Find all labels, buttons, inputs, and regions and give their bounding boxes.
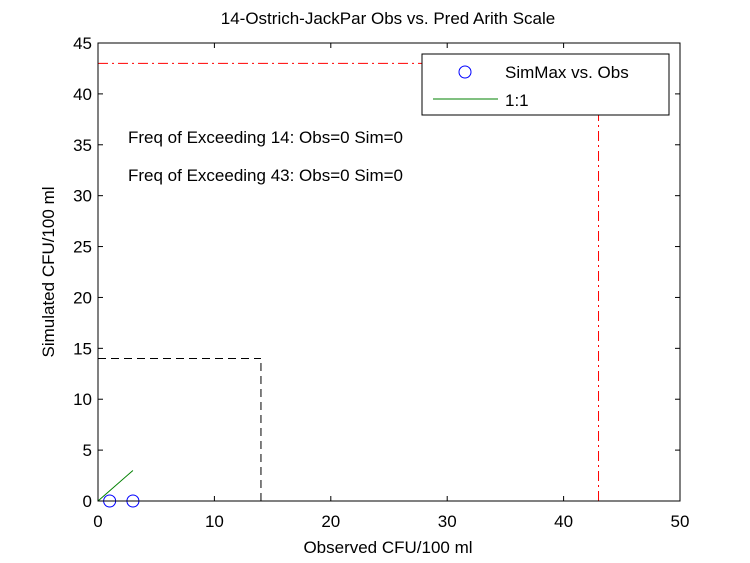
- annotation-exceed-43: Freq of Exceeding 43: Obs=0 Sim=0: [128, 166, 403, 185]
- x-tick-label: 30: [438, 512, 457, 531]
- legend: SimMax vs. Obs 1:1: [421, 53, 670, 116]
- y-tick-label: 35: [73, 136, 92, 155]
- y-tick-label: 5: [83, 441, 92, 460]
- x-tick-label: 20: [321, 512, 340, 531]
- y-tick-label: 40: [73, 85, 92, 104]
- y-tick-label: 45: [73, 34, 92, 53]
- threshold-lines: [98, 62, 600, 501]
- x-tick-label: 40: [554, 512, 573, 531]
- plot-area: [98, 43, 680, 501]
- y-tick-label: 0: [83, 492, 92, 511]
- chart-title: 14-Ostrich-JackPar Obs vs. Pred Arith Sc…: [221, 9, 555, 28]
- legend-label-one-to-one: 1:1: [505, 91, 529, 110]
- legend-marker-simmax: [458, 65, 472, 79]
- x-axis-label: Observed CFU/100 ml: [303, 538, 472, 557]
- legend-box: [421, 53, 670, 116]
- y-tick-label: 15: [73, 339, 92, 358]
- x-axis-ticks: 0 10 20 30 40 50: [93, 43, 689, 531]
- y-tick-label: 20: [73, 288, 92, 307]
- plot-background: [98, 43, 680, 501]
- x-tick-label: 50: [671, 512, 690, 531]
- y-tick-label: 25: [73, 238, 92, 257]
- x-tick-label: 0: [93, 512, 102, 531]
- plot-frame: [97, 42, 681, 502]
- y-axis-label: Simulated CFU/100 ml: [39, 186, 58, 357]
- y-tick-label: 10: [73, 390, 92, 409]
- legend-label-simmax: SimMax vs. Obs: [505, 63, 629, 82]
- x-tick-label: 10: [205, 512, 224, 531]
- one-to-one-line: [97, 470, 134, 502]
- y-axis-ticks: 0 5 10 15 20 25 30 35 40 45: [73, 34, 680, 511]
- annotation-exceed-14: Freq of Exceeding 14: Obs=0 Sim=0: [128, 128, 403, 147]
- y-tick-label: 30: [73, 187, 92, 206]
